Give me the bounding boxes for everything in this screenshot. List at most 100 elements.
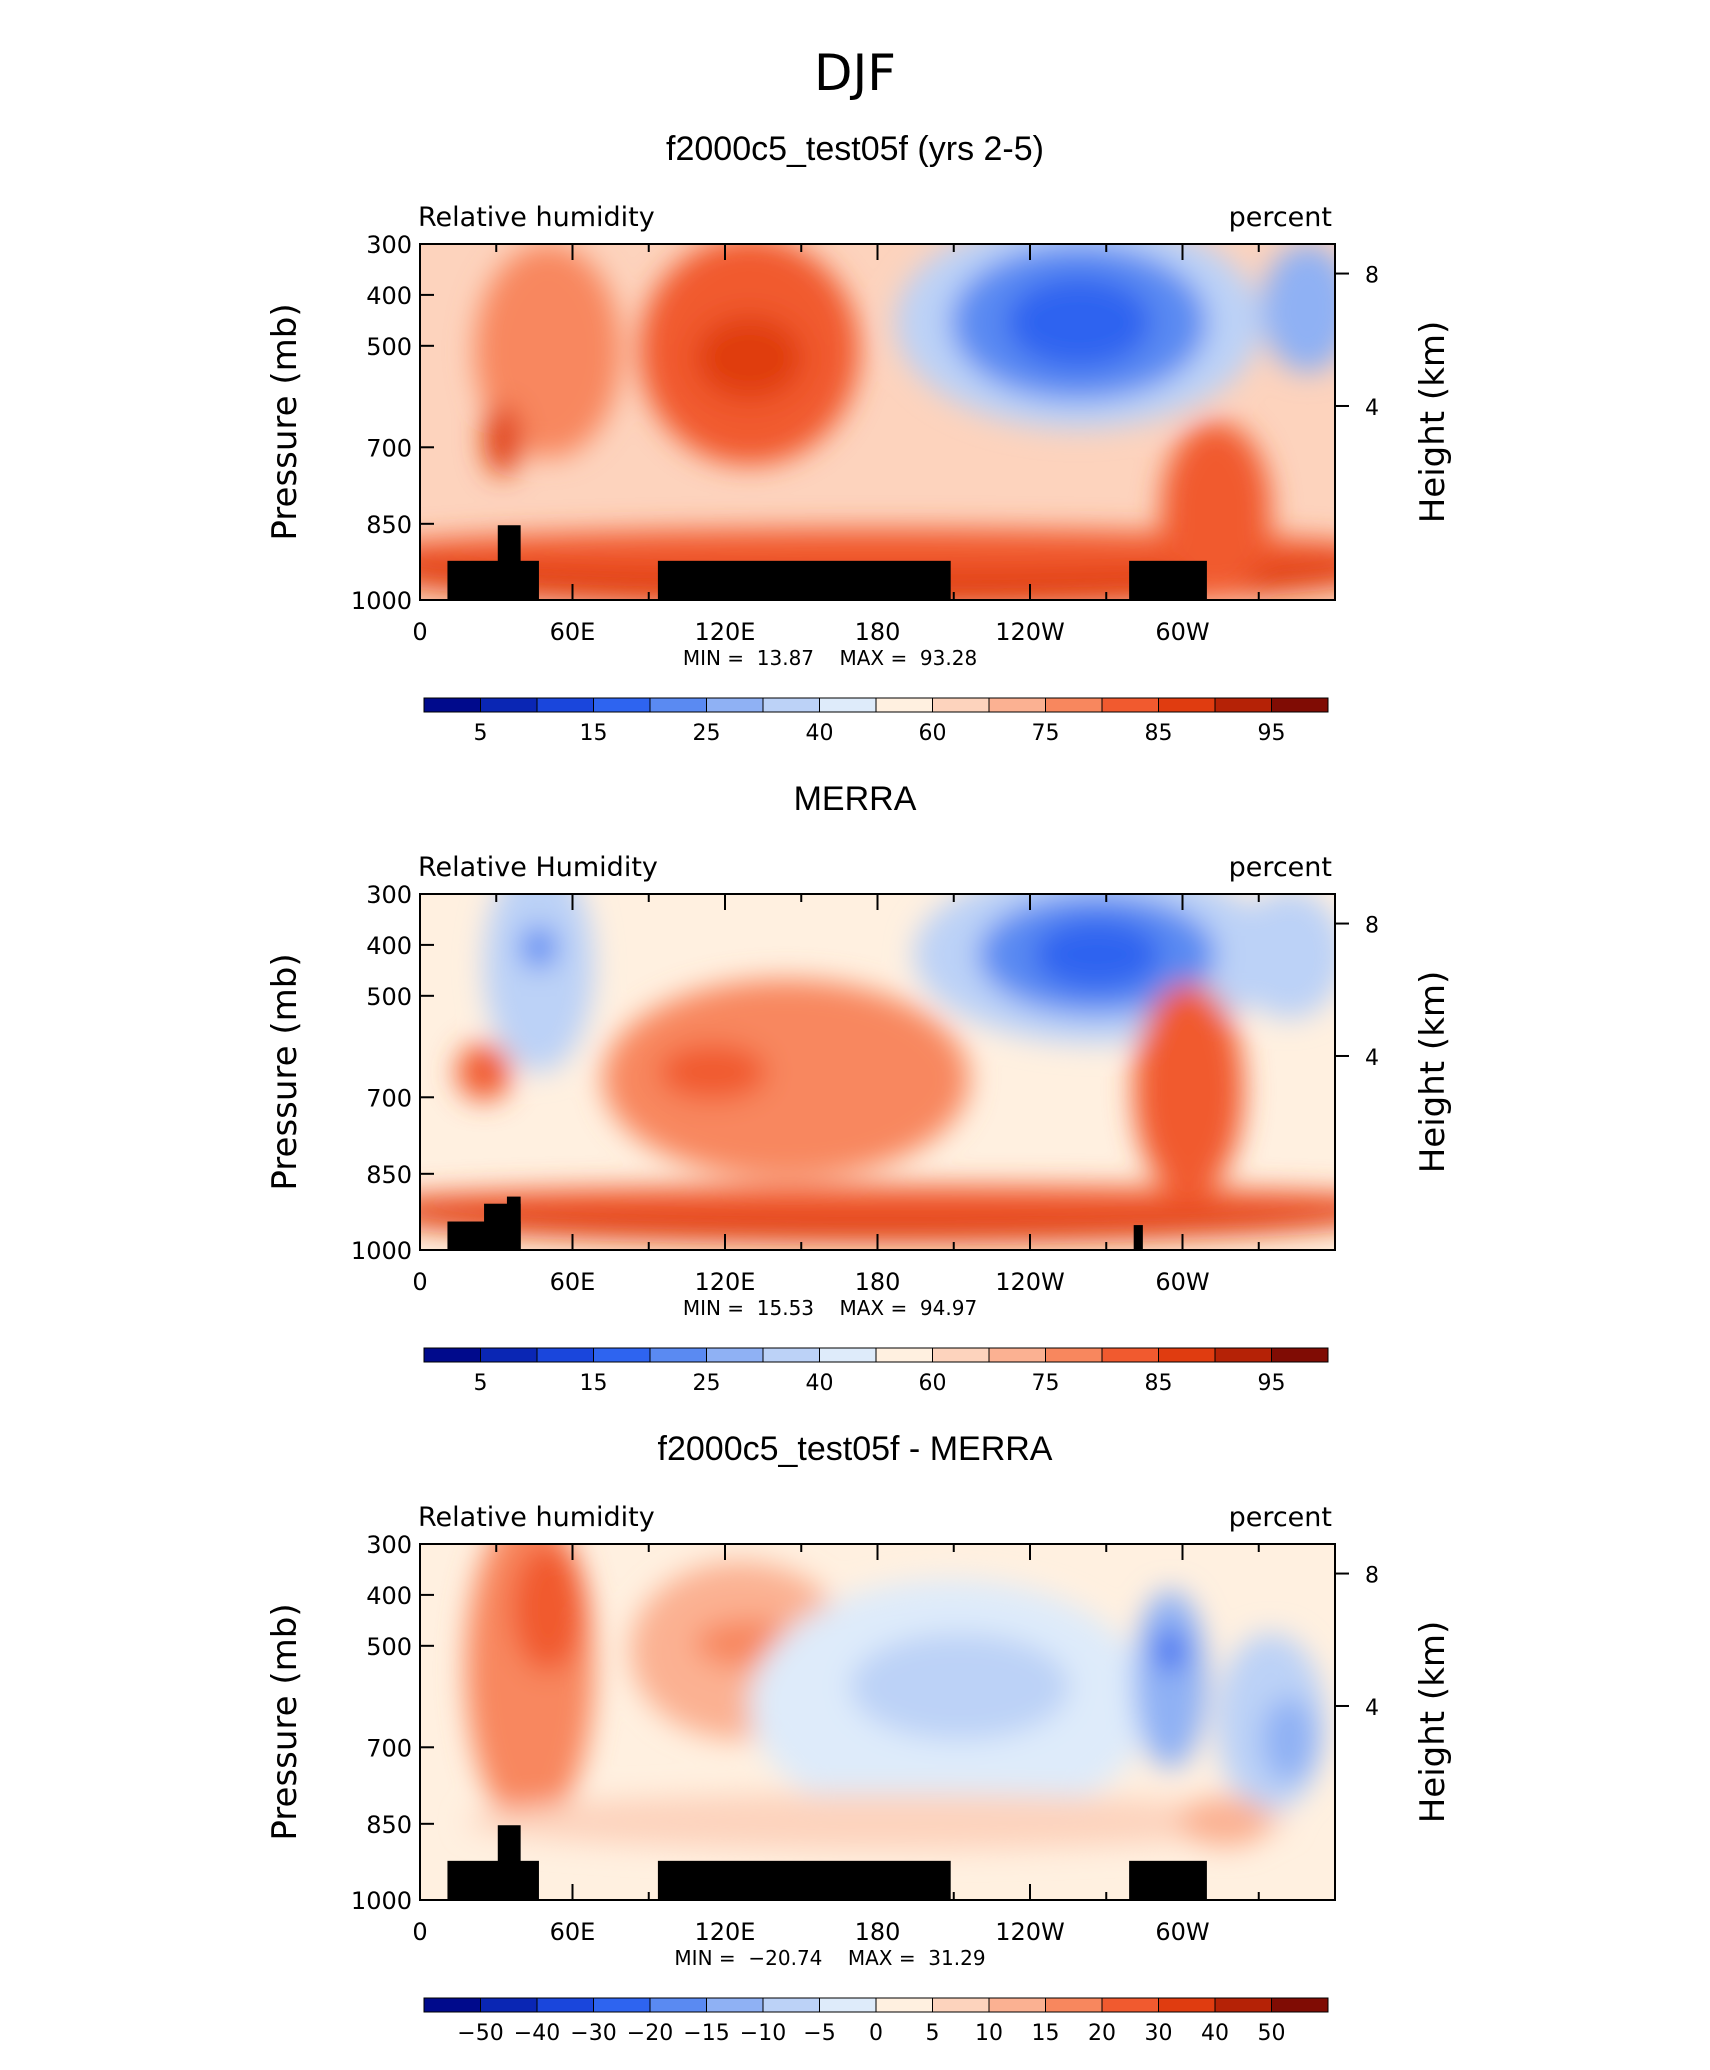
colorbar-label: 85 (1145, 1371, 1173, 1396)
colorbar: 5 15 25 40 60 75 85 95 (423, 697, 1329, 746)
chart-panel-3: f2000c5_test05f - MERRA Relative humidity… (0, 1430, 1710, 2070)
x-tick-label: 120W (995, 1268, 1065, 1296)
max-label: MAX = (847, 1946, 929, 1970)
x-tick-label: 60W (1155, 618, 1209, 646)
colorbar-label: 0 (869, 2021, 883, 2046)
contour-field (420, 244, 1335, 600)
contour-region (1261, 1697, 1317, 1783)
max-value: 93.28 (919, 646, 978, 670)
x-tick-label: 180 (855, 1268, 901, 1296)
y-tick-label: 1000 (351, 587, 412, 615)
colorbar-segment (1045, 1347, 1103, 1363)
colorbar-label: −15 (683, 2021, 729, 2046)
colorbar-segment (649, 697, 707, 713)
colorbar-segment (480, 1347, 538, 1363)
colorbar-label: −5 (803, 2021, 835, 2046)
colorbar-label: 5 (926, 2021, 940, 2046)
y-tick-label: 850 (366, 511, 412, 539)
y-tick-label: 500 (366, 983, 412, 1011)
colorbar-segment (1158, 1997, 1216, 2013)
colorbar-label: 10 (975, 2021, 1003, 2046)
x-tick-label: 180 (855, 618, 901, 646)
y-axis-label: Pressure (mb) (265, 303, 305, 540)
colorbar-segment (875, 1347, 933, 1363)
topography-mask (447, 1860, 539, 1900)
contour-region (1005, 276, 1152, 369)
colorbar-label: 25 (693, 721, 721, 746)
y-tick-label: 850 (366, 1811, 412, 1839)
min-max-stats: MIN = 13.87 MAX = 93.28 (420, 646, 1240, 670)
contour-region (657, 1043, 768, 1101)
min-value: 13.87 (756, 646, 840, 670)
x-tick-label: 0 (412, 1268, 427, 1296)
colorbar-label: −10 (740, 2021, 786, 2046)
x-tick-label: 0 (412, 1918, 427, 1946)
colorbar-segment (706, 1997, 764, 2013)
topography-mask (506, 1196, 521, 1250)
colorbar-label: −40 (514, 2021, 560, 2046)
y-tick-label: 1000 (351, 1237, 412, 1265)
x-tick-label: 60E (550, 618, 596, 646)
contour-region (1033, 918, 1162, 991)
colorbar-label: 5 (474, 721, 488, 746)
colorbar-segment (932, 1347, 990, 1363)
contour-region (420, 528, 1335, 572)
colorbar-segment (593, 697, 651, 713)
y-tick-label: 300 (366, 1531, 412, 1559)
contour-region (1156, 1629, 1185, 1673)
colorbar-segment (1214, 1347, 1272, 1363)
colorbar-label: 60 (919, 1371, 947, 1396)
y-tick-label: 400 (366, 1582, 412, 1610)
colorbar-segment (649, 1997, 707, 2013)
colorbar-segment (1101, 1997, 1159, 2013)
contour-region (474, 244, 622, 458)
y-tick-label: 700 (366, 1084, 412, 1112)
contour-region (511, 1544, 585, 1673)
y-tick-label: 700 (366, 1734, 412, 1762)
variable-label: Relative Humidity (418, 852, 658, 883)
colorbar-label: 40 (1201, 2021, 1229, 2046)
y2-axis-label: Height (km) (1413, 321, 1453, 524)
colorbar-label: −20 (627, 2021, 673, 2046)
contour-region (603, 979, 969, 1179)
colorbar-label: 50 (1258, 2021, 1286, 2046)
contour-region (1133, 983, 1244, 1197)
colorbar-segment (1045, 697, 1103, 713)
topography-mask (1129, 1860, 1207, 1900)
colorbar-label: 60 (919, 721, 947, 746)
y-tick-label: 850 (366, 1161, 412, 1189)
colorbar-label: 95 (1258, 1371, 1286, 1396)
units-label: percent (1228, 1502, 1332, 1533)
colorbar-segment (536, 1997, 594, 2013)
colorbar-label: 15 (1032, 2021, 1060, 2046)
units-label: percent (1228, 852, 1332, 883)
y-tick-label: 500 (366, 1633, 412, 1661)
max-label: MAX = (839, 646, 920, 670)
contour-region (420, 1185, 1335, 1215)
units-label: percent (1228, 202, 1332, 233)
y-tick-label: 400 (366, 932, 412, 960)
colorbar-segment (988, 1347, 1046, 1363)
colorbar-segment (819, 1997, 877, 2013)
colorbar-segment (1271, 697, 1329, 713)
variable-label: Relative humidity (418, 202, 655, 233)
colorbar-label: 75 (1032, 721, 1060, 746)
y2-tick-label: 4 (1365, 1046, 1379, 1071)
contour-region (1161, 422, 1271, 600)
colorbar-segment (762, 1347, 820, 1363)
y-axis-label: Pressure (mb) (265, 1603, 305, 1840)
colorbar-label: 75 (1032, 1371, 1060, 1396)
colorbar-segment (1158, 1347, 1216, 1363)
topography-mask (497, 525, 521, 600)
topography-mask (657, 560, 951, 600)
y2-tick-label: 4 (1365, 396, 1379, 421)
colorbar-label: 85 (1145, 721, 1173, 746)
y-tick-label: 500 (366, 333, 412, 361)
topography-mask (657, 1860, 951, 1900)
colorbar-segment (1101, 1347, 1159, 1363)
x-tick-label: 0 (412, 618, 427, 646)
colorbar-segment (480, 1997, 538, 2013)
colorbar-label: 40 (806, 721, 834, 746)
contour-region (465, 1793, 1290, 1851)
